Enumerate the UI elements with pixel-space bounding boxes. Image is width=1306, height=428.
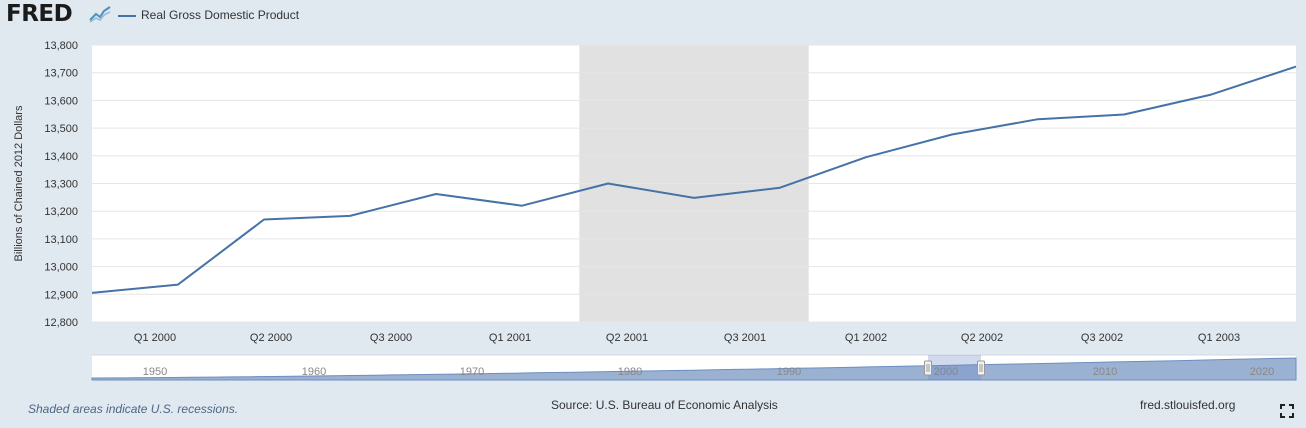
navigator-year-label: 2000 <box>934 366 958 378</box>
x-tick-label: Q3 2000 <box>370 332 412 344</box>
navigator-handle[interactable] <box>977 360 985 376</box>
fred-graph-icon <box>88 5 112 23</box>
x-tick-label: Q1 2002 <box>845 332 887 344</box>
chart: 12,800 12,900 13,000 13,100 13,200 13,300 13,4… <box>13 40 1297 381</box>
recession-note: Shaded areas indicate U.S. recessions. <box>28 402 239 416</box>
navigator-year-label: 1980 <box>618 366 642 378</box>
x-tick-label: Q2 2000 <box>250 332 292 344</box>
x-tick-label: Q2 2001 <box>606 332 648 344</box>
chart-header: FRED Real Gross Domestic Product <box>0 0 1306 32</box>
y-tick-label: 13,300 <box>44 179 78 191</box>
x-tick-label: Q1 2003 <box>1198 332 1240 344</box>
fred-logo[interactable]: FRED <box>6 1 73 27</box>
y-tick-label: 13,700 <box>44 68 78 80</box>
navigator-year-label: 1960 <box>302 366 326 378</box>
navigator-series-area <box>91 357 1297 381</box>
x-tick-label: Q1 2001 <box>489 332 531 344</box>
legend-label: Real Gross Domestic Product <box>141 8 300 22</box>
y-tick-label: 13,600 <box>44 95 78 107</box>
legend-series-swatch <box>118 15 136 17</box>
x-tick-label: Q3 2001 <box>724 332 766 344</box>
navigator-selection[interactable] <box>928 355 981 380</box>
y-tick-label: 13,400 <box>44 151 78 163</box>
y-tick-label: 12,900 <box>44 289 78 301</box>
navigator-year-label: 2010 <box>1093 366 1117 378</box>
x-tick-label: Q1 2000 <box>134 332 176 344</box>
y-tick-label: 13,500 <box>44 123 78 135</box>
navigator-handle[interactable] <box>924 360 932 376</box>
navigator-year-label: 1990 <box>777 366 801 378</box>
y-tick-label: 13,200 <box>44 206 78 218</box>
y-tick-label: 13,000 <box>44 262 78 274</box>
fullscreen-icon[interactable] <box>1280 404 1294 418</box>
x-tick-label: Q3 2002 <box>1081 332 1123 344</box>
y-tick-label: 13,100 <box>44 234 78 246</box>
navigator-year-label: 2020 <box>1250 366 1274 378</box>
navigator-year-label: 1950 <box>143 366 167 378</box>
y-tick-label: 13,800 <box>44 40 78 52</box>
source-text: Source: U.S. Bureau of Economic Analysis <box>551 398 778 412</box>
y-axis-label: Billions of Chained 2012 Dollars <box>13 105 25 261</box>
source-url-link[interactable]: fred.stlouisfed.org <box>1140 398 1236 412</box>
series-line <box>91 65 1297 294</box>
x-tick-label: Q2 2002 <box>961 332 1003 344</box>
navigator-year-label: 1970 <box>460 366 484 378</box>
y-tick-label: 12,800 <box>44 317 78 329</box>
